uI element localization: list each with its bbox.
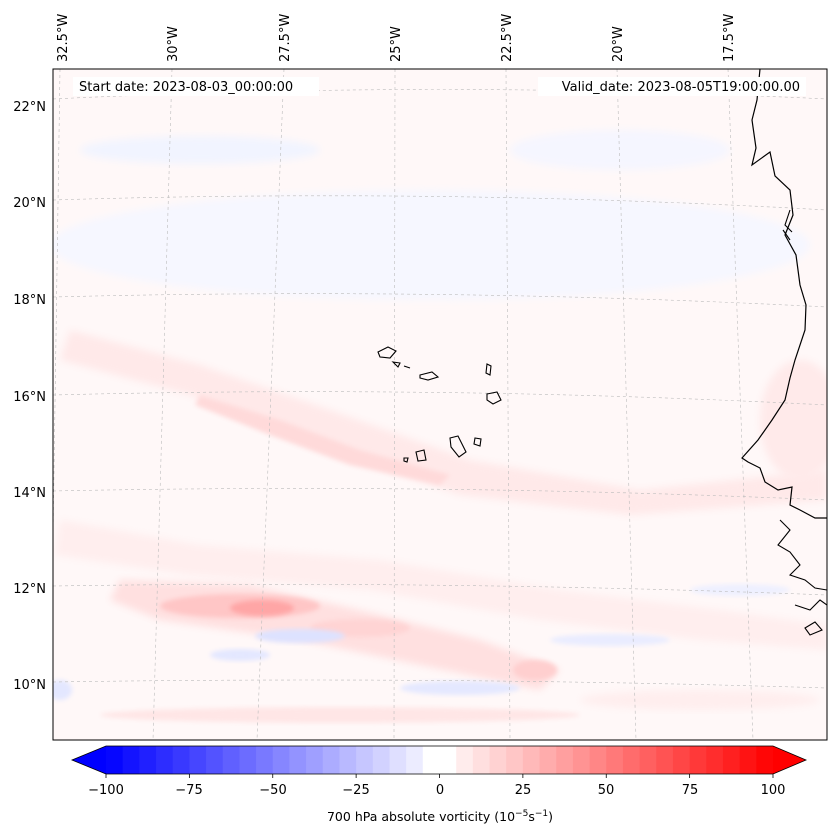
colorbar-segment	[272, 746, 291, 774]
colorbar-segment	[222, 746, 241, 774]
africa-coastline	[741, 69, 827, 519]
colorbar-segment	[406, 746, 424, 774]
coastline-detail	[794, 599, 827, 636]
colorbar-segment	[356, 746, 374, 774]
lon-tick-label: 27.5°W	[278, 14, 293, 62]
field-patch	[53, 190, 810, 300]
map-frame	[52, 68, 828, 741]
lat-tick-label: 20°N	[13, 196, 46, 211]
colorbar-segment	[689, 746, 707, 774]
colorbar-tick-label: 100	[761, 783, 786, 798]
colorbar-segment	[256, 746, 274, 774]
colorbar-tick-label: −75	[175, 783, 202, 798]
colorbar-segment	[289, 746, 307, 774]
colorbar-segment	[456, 746, 474, 774]
lon-tick-label: 22.5°W	[500, 14, 515, 62]
colorbar-segment	[139, 746, 157, 774]
colorbar-segment	[622, 746, 641, 774]
valid-date-label: Valid_date: 2023-08-05T19:00:00.00	[562, 80, 800, 95]
field-patch	[53, 680, 72, 700]
lat-tick-label: 14°N	[13, 486, 46, 501]
colorbar-segment	[322, 746, 341, 774]
colorbar-segment	[189, 746, 207, 774]
field-patch	[195, 395, 450, 485]
lat-tick-label: 12°N	[13, 582, 46, 597]
lat-tick-label: 22°N	[13, 100, 46, 115]
colorbar-segment	[122, 746, 140, 774]
lon-tick-label: 30°W	[166, 26, 181, 62]
colorbar-segment	[672, 746, 691, 774]
field-patch	[510, 130, 730, 170]
lat-tick-label: 18°N	[13, 293, 46, 308]
lon-tick-label: 32.5°W	[56, 14, 71, 62]
colorbar-low-extension	[72, 746, 106, 774]
field-patch	[690, 584, 790, 596]
colorbar-segment	[422, 746, 441, 774]
colorbar	[70, 745, 808, 778]
field-patch	[513, 660, 557, 680]
colorbar-segment	[389, 746, 407, 774]
colorbar-tick-label: −50	[259, 783, 286, 798]
cape-verde-islands	[377, 346, 502, 463]
colorbar-segment	[589, 746, 607, 774]
field-patch	[80, 136, 320, 164]
field-patch	[100, 707, 580, 723]
colorbar-segment	[372, 746, 391, 774]
field-patch	[255, 629, 345, 643]
field-patch	[760, 360, 827, 480]
field-patch	[210, 649, 270, 661]
colorbar-segment	[339, 746, 357, 774]
colorbar-segment	[306, 746, 324, 774]
colorbar-segment	[522, 746, 541, 774]
colorbar-segment	[489, 746, 507, 774]
coastline-detail	[777, 519, 827, 591]
colorbar-segment	[572, 746, 591, 774]
colorbar-tick-label: −100	[88, 783, 124, 798]
lat-tick-label: 16°N	[13, 390, 46, 405]
field-patch	[400, 681, 520, 695]
colorbar-segment	[106, 746, 124, 774]
field-patch	[55, 520, 827, 650]
field-patch	[230, 600, 294, 616]
lon-tick-label: 20°W	[611, 26, 626, 62]
colorbar-segment	[539, 746, 557, 774]
colorbar-segment	[639, 746, 657, 774]
colorbar-tick-label: 75	[682, 783, 699, 798]
colorbar-segment	[472, 746, 491, 774]
colorbar-ticks	[105, 774, 774, 778]
valid-date-bg	[538, 77, 806, 96]
coastline-detail	[782, 209, 793, 241]
colorbar-segment	[156, 746, 174, 774]
field-patch	[550, 634, 670, 646]
colorbar-segment	[656, 746, 674, 774]
colorbar-segment	[756, 746, 774, 774]
colorbar-tick-label: 50	[598, 783, 615, 798]
colorbar-segment	[722, 746, 741, 774]
colorbar-tick-label: −25	[342, 783, 369, 798]
colorbar-tick-label: 0	[436, 783, 444, 798]
colorbar-tick-label: 25	[515, 783, 532, 798]
colorbar-segment	[172, 746, 190, 774]
lon-tick-label: 25°W	[389, 26, 404, 62]
colorbar-segment	[439, 746, 457, 774]
colorbar-high-extension	[773, 746, 806, 774]
start-date-bg	[73, 77, 319, 96]
colorbar-title: 700 hPa absolute vorticity (10−5s−1)	[327, 809, 553, 824]
field-patch	[580, 690, 820, 710]
lat-tick-label: 10°N	[13, 678, 46, 693]
colorbar-segment	[506, 746, 524, 774]
colorbar-segment	[739, 746, 757, 774]
start-date-label: Start date: 2023-08-03_00:00:00	[79, 80, 293, 95]
vorticity-field	[53, 69, 827, 740]
colorbar-segment	[606, 746, 624, 774]
lon-tick-label: 17.5°W	[722, 14, 737, 62]
colorbar-segment	[556, 746, 574, 774]
colorbar-segment	[706, 746, 724, 774]
colorbar-segments	[106, 746, 774, 774]
colorbar-segment	[239, 746, 257, 774]
colorbar-segment	[206, 746, 224, 774]
gridlines	[53, 69, 827, 740]
